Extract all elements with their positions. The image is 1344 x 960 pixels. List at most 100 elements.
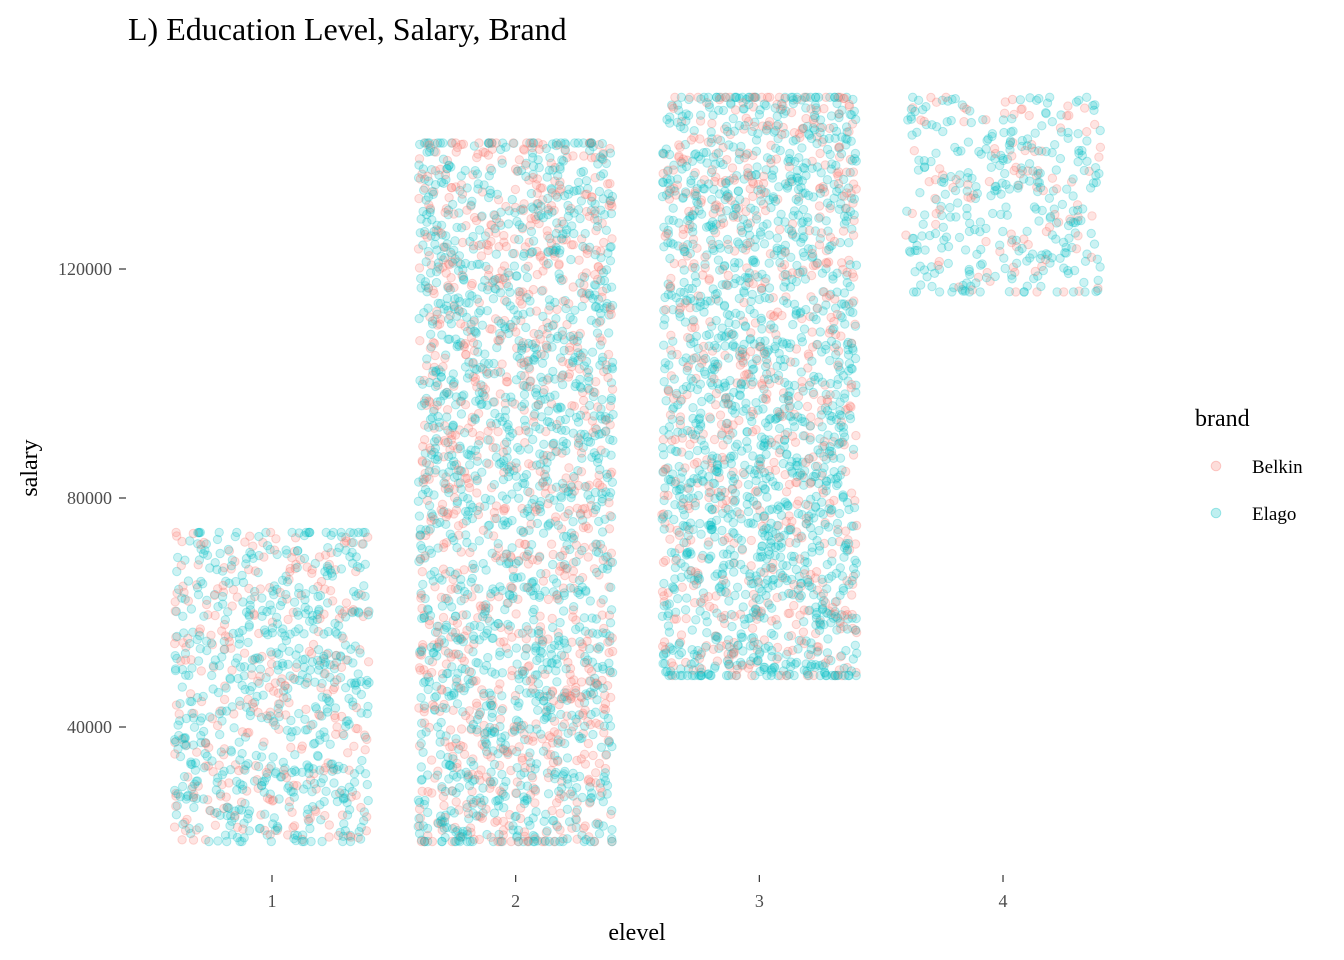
point-elago bbox=[810, 662, 820, 672]
point-elago bbox=[206, 638, 217, 648]
point-elago bbox=[341, 683, 351, 693]
point-elago bbox=[314, 604, 324, 615]
point-belkin bbox=[606, 309, 616, 320]
point-elago bbox=[429, 447, 439, 457]
point-elago bbox=[547, 139, 558, 149]
point-elago bbox=[274, 712, 284, 722]
point-belkin bbox=[578, 708, 588, 718]
point-elago bbox=[598, 268, 609, 278]
point-elago bbox=[280, 631, 290, 641]
point-elago bbox=[205, 712, 215, 722]
point-elago bbox=[558, 370, 568, 380]
point-elago bbox=[342, 798, 352, 808]
point-elago bbox=[302, 725, 312, 735]
point-elago bbox=[198, 794, 209, 804]
point-belkin bbox=[268, 795, 278, 805]
point-elago bbox=[827, 536, 837, 547]
point-elago bbox=[286, 715, 296, 726]
point-elago bbox=[471, 328, 481, 338]
point-belkin bbox=[793, 391, 804, 402]
point-elago bbox=[199, 611, 209, 621]
point-belkin bbox=[528, 684, 538, 694]
point-belkin bbox=[207, 640, 218, 650]
point-elago bbox=[307, 787, 317, 797]
point-elago bbox=[229, 723, 239, 733]
point-elago bbox=[525, 296, 535, 306]
point-belkin bbox=[596, 246, 606, 256]
point-belkin bbox=[488, 531, 499, 541]
point-belkin bbox=[204, 742, 214, 753]
point-belkin bbox=[446, 183, 457, 193]
point-belkin bbox=[474, 834, 485, 845]
point-elago bbox=[555, 502, 565, 512]
point-belkin bbox=[547, 806, 557, 816]
point-belkin bbox=[284, 574, 294, 585]
point-elago bbox=[699, 440, 709, 451]
point-elago bbox=[312, 655, 323, 665]
point-elago bbox=[418, 579, 428, 590]
point-belkin bbox=[511, 788, 521, 798]
point-belkin bbox=[543, 634, 553, 644]
point-elago bbox=[280, 763, 290, 773]
point-belkin bbox=[501, 377, 512, 387]
point-belkin bbox=[267, 796, 278, 806]
point-elago bbox=[788, 319, 798, 330]
point-elago bbox=[483, 435, 493, 445]
point-belkin bbox=[460, 710, 471, 721]
point-elago bbox=[183, 576, 194, 586]
point-belkin bbox=[240, 537, 250, 547]
point-elago bbox=[478, 612, 488, 622]
point-elago bbox=[347, 558, 358, 568]
point-elago bbox=[670, 500, 680, 510]
point-belkin bbox=[218, 587, 229, 597]
point-belkin bbox=[170, 749, 180, 759]
point-belkin bbox=[259, 737, 269, 747]
point-elago bbox=[266, 761, 276, 771]
point-elago bbox=[319, 796, 329, 807]
point-elago bbox=[527, 339, 537, 350]
point-belkin bbox=[177, 536, 187, 547]
point-elago bbox=[187, 696, 197, 707]
point-belkin bbox=[226, 564, 236, 574]
point-elago bbox=[478, 783, 488, 793]
point-belkin bbox=[353, 832, 363, 843]
point-belkin bbox=[523, 662, 533, 672]
point-elago bbox=[354, 608, 364, 618]
point-elago bbox=[322, 707, 333, 717]
point-elago bbox=[281, 545, 291, 555]
point-belkin bbox=[416, 836, 427, 847]
point-elago bbox=[489, 358, 499, 369]
point-belkin bbox=[444, 282, 454, 293]
point-belkin bbox=[251, 761, 261, 771]
point-belkin bbox=[727, 163, 738, 173]
point-elago bbox=[303, 527, 314, 538]
point-belkin bbox=[675, 412, 686, 422]
point-belkin bbox=[262, 711, 272, 721]
point-belkin bbox=[341, 598, 352, 608]
point-elago bbox=[308, 764, 318, 774]
point-elago bbox=[797, 337, 808, 347]
point-elago bbox=[715, 243, 725, 253]
point-belkin bbox=[847, 590, 857, 600]
point-belkin bbox=[827, 549, 837, 559]
point-elago bbox=[431, 267, 442, 277]
point-elago bbox=[740, 460, 750, 470]
point-belkin bbox=[473, 770, 484, 780]
point-elago bbox=[299, 553, 310, 564]
point-belkin bbox=[171, 788, 181, 799]
point-belkin bbox=[815, 148, 825, 159]
point-belkin bbox=[507, 665, 517, 676]
point-belkin bbox=[589, 214, 600, 224]
point-elago bbox=[290, 830, 300, 840]
point-belkin bbox=[316, 683, 326, 693]
point-elago bbox=[583, 372, 594, 382]
point-elago bbox=[567, 710, 577, 720]
point-elago bbox=[495, 582, 505, 592]
point-belkin bbox=[178, 638, 189, 648]
point-belkin bbox=[428, 285, 438, 296]
point-elago bbox=[195, 716, 206, 726]
point-elago bbox=[240, 798, 250, 809]
point-elago bbox=[431, 277, 442, 288]
point-elago bbox=[473, 179, 483, 189]
point-elago bbox=[269, 716, 279, 726]
